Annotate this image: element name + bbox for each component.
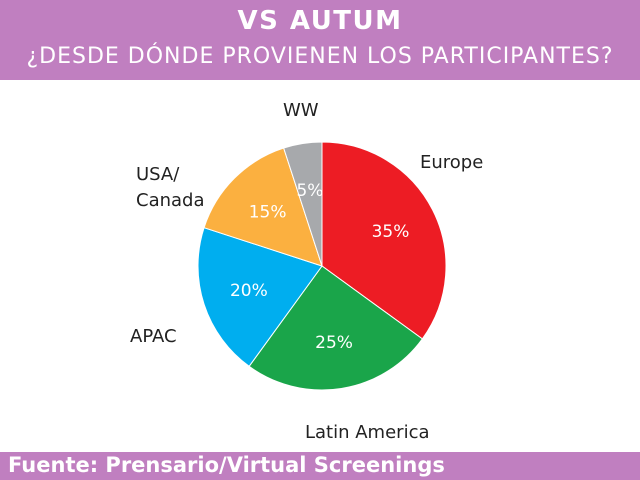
slice-value-label: 35%: [372, 222, 410, 242]
slice-value-label: 25%: [315, 333, 353, 353]
slice-value-label: 5%: [296, 181, 323, 201]
source-note: Fuente: Prensario/Virtual Screenings: [8, 453, 445, 477]
pie-slice-europe: [321, 141, 447, 340]
pie-slices: [197, 141, 447, 391]
slice-category-label: Latin America: [305, 422, 430, 443]
slice-category-label: WW: [283, 100, 319, 121]
pie-category-labels: Europe Latin America APAC USA/Canada WW: [130, 100, 483, 443]
slice-value-label: 20%: [230, 281, 268, 301]
slice-category-label: APAC: [130, 326, 177, 347]
slice-category-label: Europe: [420, 152, 483, 173]
pie-chart: 35% 25% 20% 15% 5% Europe Latin America APAC US…: [130, 100, 483, 443]
header-banner: VS AUTUM ¿DESDE DÓNDE PROVIENEN LOS PART…: [0, 0, 640, 80]
pie-slice-usa-canada: [203, 147, 323, 267]
pie-value-labels: 35% 25% 20% 15% 5%: [230, 181, 409, 353]
footer-banner: Fuente: Prensario/Virtual Screenings: [0, 452, 640, 480]
slice-category-label: USA/Canada: [136, 164, 205, 211]
pie-slice-ww: [283, 141, 323, 267]
pie-slice-apac: [197, 227, 323, 368]
slice-value-label: 15%: [249, 203, 287, 223]
chart-subtitle: ¿DESDE DÓNDE PROVIENEN LOS PARTICIPANTES…: [26, 44, 614, 69]
pie-slice-latin-america: [248, 265, 424, 391]
chart-title: VS AUTUM: [237, 6, 403, 36]
